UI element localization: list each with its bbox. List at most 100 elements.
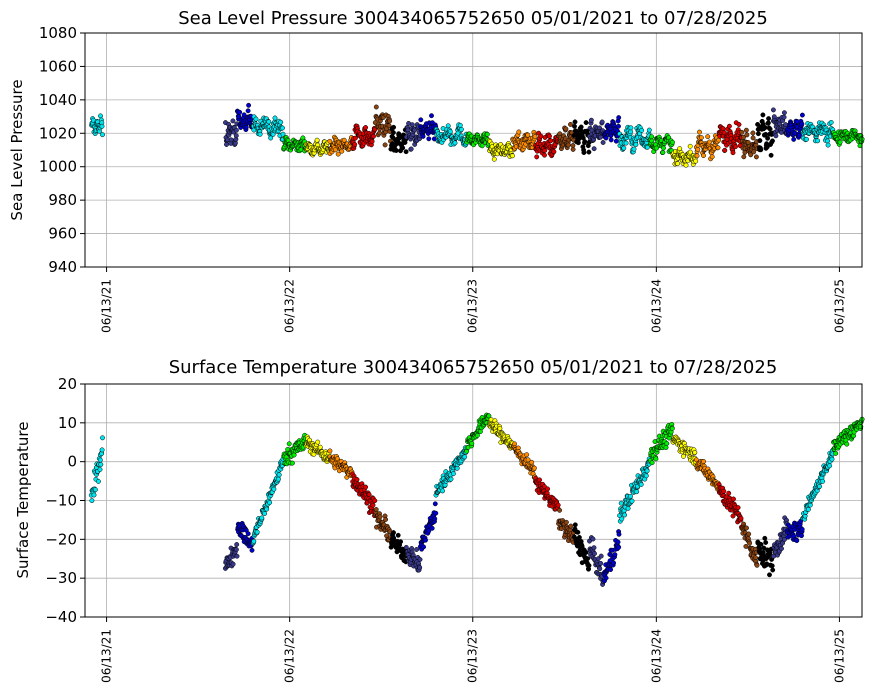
data-point — [598, 134, 603, 140]
data-point — [525, 132, 531, 138]
temperature-points — [88, 412, 865, 587]
data-point — [644, 144, 650, 150]
data-point — [687, 143, 693, 149]
data-point — [99, 123, 105, 129]
data-point — [722, 147, 728, 153]
data-point — [597, 566, 603, 572]
data-point — [741, 154, 747, 160]
data-point — [352, 141, 358, 147]
data-point — [253, 116, 259, 122]
data-point — [366, 492, 372, 497]
y-tick-label: −40 — [45, 608, 77, 626]
data-point — [625, 505, 631, 511]
data-point — [583, 120, 589, 126]
data-point — [445, 123, 451, 129]
data-point — [608, 137, 614, 143]
data-point — [762, 535, 768, 541]
data-point — [586, 563, 592, 568]
y-tick-label: 1040 — [39, 91, 77, 109]
data-point — [98, 462, 104, 467]
data-point — [687, 149, 693, 155]
data-point — [373, 104, 379, 110]
data-point — [314, 137, 320, 143]
data-point — [458, 126, 464, 132]
data-point — [97, 467, 103, 472]
data-point — [234, 542, 240, 547]
y-tick-label: −10 — [45, 492, 77, 510]
data-point — [675, 161, 681, 167]
data-point — [738, 515, 744, 521]
data-point — [524, 452, 530, 458]
data-point — [391, 124, 397, 130]
data-point — [592, 551, 597, 557]
data-point — [267, 500, 273, 506]
temperature-x-ticks: 06/13/21 06/13/22 06/13/23 06/13/24 06/13/25 — [100, 617, 846, 683]
data-point — [765, 120, 771, 126]
data-point — [469, 441, 475, 446]
data-point — [791, 136, 797, 142]
data-point — [447, 129, 453, 135]
data-point — [751, 149, 757, 155]
data-point — [542, 148, 548, 153]
data-point — [512, 441, 518, 447]
data-point — [670, 139, 675, 145]
data-point — [741, 134, 746, 140]
data-point — [92, 487, 98, 493]
data-point — [799, 121, 805, 127]
data-point — [706, 139, 712, 145]
data-point — [393, 148, 399, 153]
data-point — [781, 114, 787, 120]
data-point — [757, 138, 763, 144]
data-point — [746, 531, 752, 537]
data-point — [474, 432, 480, 438]
data-point — [452, 140, 458, 146]
data-point — [644, 468, 650, 474]
data-point — [532, 134, 538, 140]
x-tick-label: 06/13/25 — [832, 629, 846, 683]
data-point — [450, 471, 456, 477]
data-point — [681, 453, 686, 459]
data-point — [276, 472, 282, 478]
data-point — [335, 151, 341, 157]
data-point — [433, 510, 439, 516]
data-point — [768, 152, 774, 158]
data-point — [608, 567, 614, 573]
data-point — [666, 135, 672, 141]
data-point — [654, 145, 659, 151]
data-point — [817, 483, 822, 489]
data-point — [387, 118, 393, 124]
data-point — [563, 519, 569, 525]
data-point — [575, 140, 581, 146]
data-point — [491, 156, 497, 162]
data-point — [733, 144, 738, 150]
data-point — [462, 454, 468, 460]
data-point — [262, 511, 268, 517]
data-point — [653, 456, 659, 462]
data-point — [588, 117, 594, 123]
data-point — [726, 123, 732, 129]
pressure-points — [89, 102, 865, 168]
y-tick-label: 960 — [48, 225, 77, 243]
data-point — [230, 561, 236, 567]
y-tick-label: 0 — [67, 453, 77, 471]
data-point — [807, 502, 813, 508]
pressure-panel: Sea Level Pressure 300434065752650 05/01… — [8, 8, 865, 333]
data-point — [291, 452, 297, 458]
data-point — [586, 149, 592, 155]
data-point — [99, 447, 105, 453]
data-point — [755, 121, 761, 127]
data-point — [583, 549, 589, 555]
y-tick-label: −20 — [45, 530, 77, 548]
x-tick-label: 06/13/25 — [832, 279, 846, 333]
data-point — [327, 448, 333, 454]
data-point — [534, 154, 540, 160]
data-point — [557, 507, 563, 513]
data-point — [254, 529, 260, 535]
data-point — [766, 116, 772, 122]
data-point — [275, 476, 281, 482]
data-point — [663, 445, 669, 450]
data-point — [623, 140, 629, 146]
data-point — [616, 123, 621, 129]
data-point — [572, 123, 577, 129]
data-point — [448, 476, 454, 482]
